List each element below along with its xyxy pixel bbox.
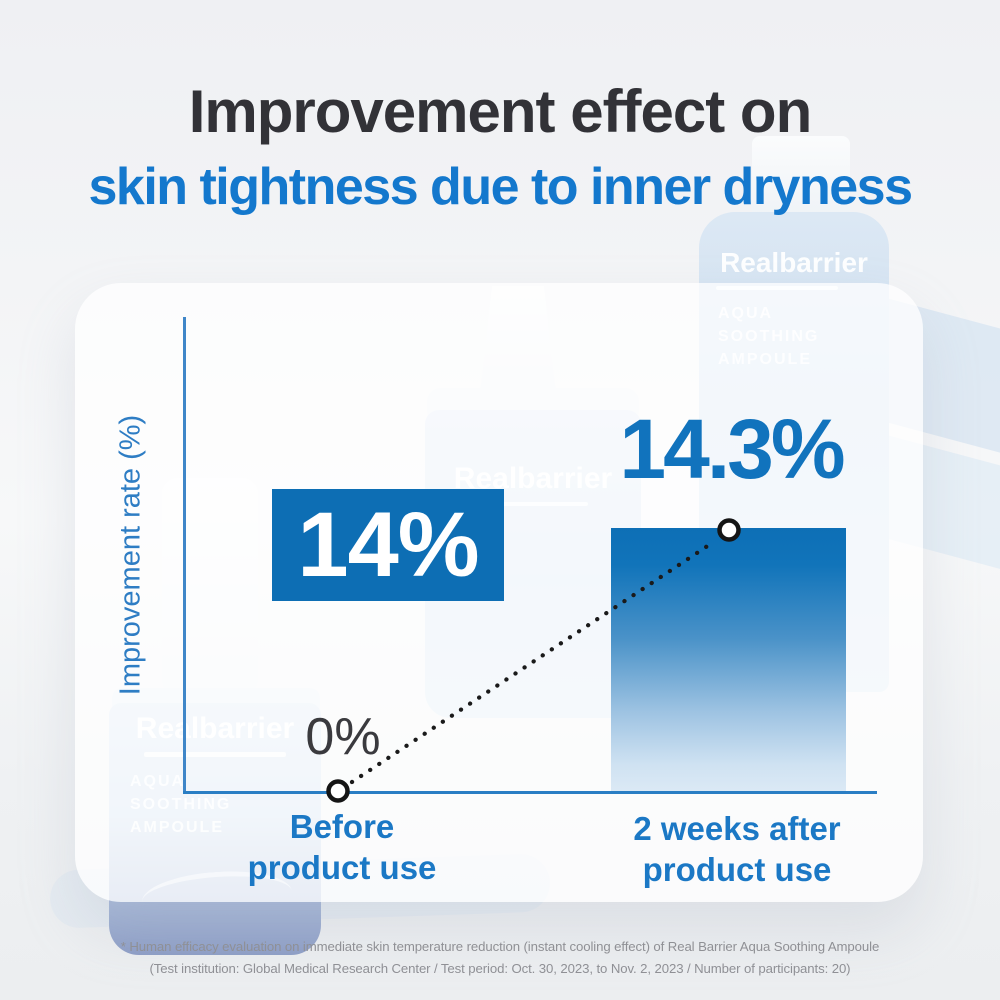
value-label-before: 0% bbox=[305, 708, 381, 766]
bar-after-product-use bbox=[611, 528, 846, 791]
product-brand-label: Realbarrier bbox=[720, 247, 868, 278]
footnote: * Human efficacy evaluation on immediate… bbox=[0, 936, 1000, 980]
page-title-line2: skin tightness due to inner dryness bbox=[88, 158, 913, 216]
x-axis-line bbox=[183, 791, 877, 794]
improvement-badge: 14% bbox=[272, 489, 504, 601]
page-header: Improvement effect on skin tightness due… bbox=[0, 80, 1000, 216]
x-tick-label-before: Before product use bbox=[247, 808, 437, 887]
footnote-line1: * Human efficacy evaluation on immediate… bbox=[120, 939, 880, 954]
y-axis-label: Improvement rate (%) bbox=[114, 414, 147, 696]
product-bottle-cap bbox=[752, 136, 850, 224]
value-label-after: 14.3% bbox=[619, 402, 845, 496]
footnote-line2: (Test institution: Global Medical Resear… bbox=[149, 961, 851, 976]
page-title-line1: Improvement effect on bbox=[188, 78, 812, 145]
x-tick-label-after: 2 weeks after product use bbox=[633, 810, 841, 889]
y-axis-line bbox=[183, 317, 186, 794]
